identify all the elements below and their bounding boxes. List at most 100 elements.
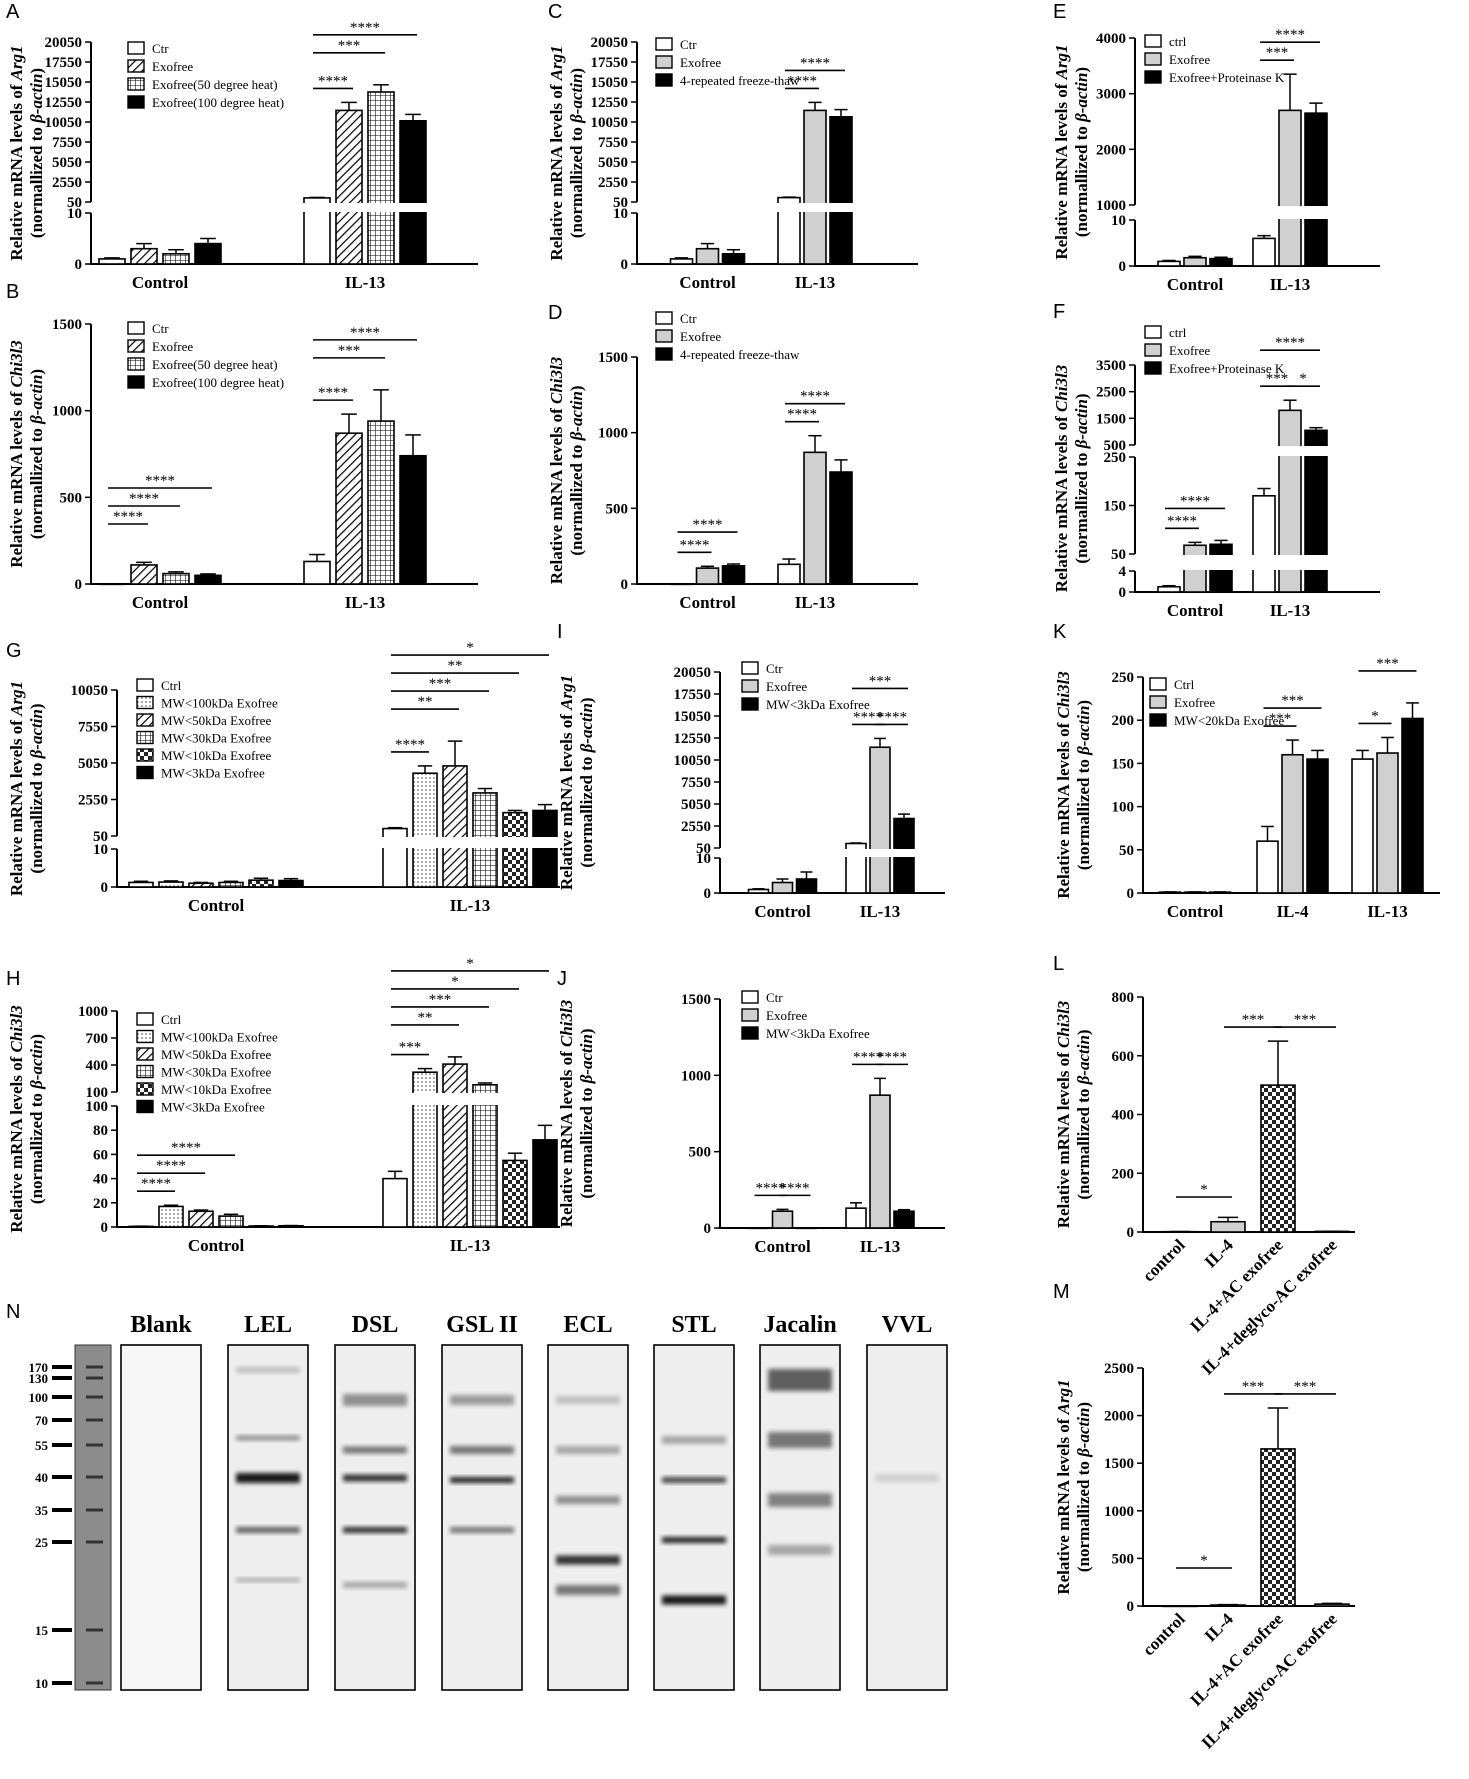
legend-label: MW<50kDa Exofree bbox=[161, 1047, 271, 1062]
bar bbox=[194, 242, 222, 265]
significance-label: *** bbox=[1281, 693, 1304, 709]
legend-swatch bbox=[127, 41, 145, 55]
bar bbox=[1157, 585, 1181, 593]
y-axis-label-2: (normallized to β-actin) bbox=[1072, 393, 1091, 563]
y-label-close: ) bbox=[1072, 67, 1091, 73]
y-label-norm: (normallized to bbox=[567, 123, 586, 238]
significance-label: *** bbox=[338, 343, 361, 359]
bar bbox=[1376, 752, 1399, 894]
axis-break-gap bbox=[1251, 555, 1277, 570]
y-tick-label: 10 bbox=[67, 206, 82, 222]
significance-label: **** bbox=[853, 1049, 883, 1065]
y-tick-label: 200 bbox=[1112, 713, 1135, 729]
bar bbox=[829, 471, 853, 585]
bar bbox=[695, 247, 720, 265]
axis-break-gap bbox=[334, 203, 364, 212]
x-category-label: IL-13 bbox=[345, 593, 386, 612]
bar bbox=[1351, 758, 1374, 894]
protein-band bbox=[768, 1545, 832, 1555]
ladder-mw-label: 10 bbox=[35, 1676, 48, 1691]
axis-break-gap bbox=[1303, 206, 1329, 219]
bar bbox=[1304, 112, 1328, 267]
legend-label: MW<3kDa Exofree bbox=[161, 766, 265, 781]
y-tick-label: 7550 bbox=[78, 720, 108, 736]
y-tick-label: 100 bbox=[86, 1099, 109, 1115]
significance-label: ** bbox=[418, 1010, 433, 1026]
y-label-ref: β-actin bbox=[1072, 73, 1091, 123]
chart-k: K 0 50 100 150 200 250 Relative mRNA levels of … bbox=[1053, 621, 1440, 921]
significance-label: **** bbox=[787, 407, 817, 423]
y-axis-label: Relative mRNA levels of Chi3l3 bbox=[557, 999, 576, 1227]
significance-label: **** bbox=[141, 1176, 171, 1192]
ladder-mw-label: 25 bbox=[35, 1535, 49, 1550]
y-label-text: Relative mRNA levels of bbox=[1052, 79, 1071, 259]
x-category-label: Control bbox=[132, 593, 189, 612]
y-label-gene: Chi3l3 bbox=[547, 356, 566, 404]
bar bbox=[771, 1210, 794, 1229]
y-label-gene: Chi3l3 bbox=[7, 340, 26, 388]
panel-label: H bbox=[6, 968, 20, 990]
y-label-close: ) bbox=[567, 68, 586, 74]
y-tick-label: 1500 bbox=[681, 992, 711, 1008]
legend-swatch bbox=[1144, 52, 1162, 66]
y-label-ref: β-actin bbox=[1072, 399, 1091, 449]
legend-swatch bbox=[655, 347, 673, 361]
protein-band bbox=[662, 1537, 726, 1543]
y-label-close: ) bbox=[27, 68, 46, 74]
y-axis-label-2: (normallized to β-actin) bbox=[567, 68, 586, 238]
significance-label: *** bbox=[338, 38, 361, 54]
y-tick-label: 15050 bbox=[591, 75, 629, 91]
legend-swatch bbox=[1149, 677, 1167, 691]
legend-label: ctrl bbox=[1169, 34, 1187, 49]
y-tick-label: 150 bbox=[1112, 756, 1135, 772]
panel-label: L bbox=[1053, 953, 1064, 975]
x-category-label: IL-4+AC exofree bbox=[1186, 1609, 1287, 1710]
y-label-ref: β-actin bbox=[577, 703, 596, 753]
legend-swatch bbox=[655, 73, 673, 87]
significance-label: * bbox=[1371, 708, 1379, 724]
ladder-mw-label: 35 bbox=[35, 1503, 49, 1518]
protein-band bbox=[556, 1496, 620, 1504]
y-tick-label: 1000 bbox=[52, 404, 82, 420]
bar bbox=[695, 567, 720, 585]
y-label-text: Relative mRNA levels of bbox=[547, 80, 566, 260]
y-tick-label: 0 bbox=[1119, 585, 1127, 601]
y-tick-label: 50 bbox=[1111, 547, 1126, 563]
y-label-norm: (normallized to bbox=[1074, 1457, 1093, 1572]
significance-label: *** bbox=[1269, 711, 1292, 727]
y-label-norm: (normallized to bbox=[1072, 448, 1091, 563]
legend-label: Exofree(100 degree heat) bbox=[152, 95, 284, 110]
y-tick-label: 500 bbox=[60, 490, 83, 506]
y-label-text: Relative mRNA levels of bbox=[7, 716, 26, 896]
bar bbox=[188, 1210, 214, 1228]
axis-break-gap bbox=[1277, 446, 1303, 456]
panel-label: E bbox=[1053, 1, 1066, 23]
y-label-norm: (normallized to bbox=[1074, 755, 1093, 870]
y-label-close: ) bbox=[27, 703, 46, 709]
legend-swatch bbox=[1144, 325, 1162, 339]
bar bbox=[98, 258, 126, 265]
bar bbox=[188, 882, 214, 888]
legend-swatch bbox=[1144, 34, 1162, 48]
y-tick-label: 15050 bbox=[674, 709, 712, 725]
y-label-gene: Arg1 bbox=[7, 681, 26, 717]
y-tick-label: 10 bbox=[93, 842, 108, 858]
y-axis-label-2: (normallized to β-actin) bbox=[1074, 700, 1093, 870]
protein-band bbox=[236, 1367, 300, 1373]
y-tick-label: 400 bbox=[1112, 1108, 1135, 1124]
axis-break-gap bbox=[1303, 446, 1329, 456]
y-tick-label: 10 bbox=[1111, 213, 1126, 229]
protein-band bbox=[556, 1585, 620, 1595]
bar bbox=[1183, 256, 1207, 267]
y-axis-label-2: (normallized to β-actin) bbox=[1074, 1029, 1093, 1199]
x-category-label: control bbox=[1139, 1609, 1189, 1659]
y-axis-label: Relative mRNA levels of Chi3l3 bbox=[1054, 671, 1073, 899]
y-label-norm: (normallized to bbox=[27, 424, 46, 539]
protein-band bbox=[768, 1369, 832, 1391]
bar bbox=[795, 878, 818, 894]
y-tick-label: 2500 bbox=[1096, 385, 1126, 401]
bar bbox=[367, 91, 395, 265]
y-tick-label: 1000 bbox=[681, 1068, 711, 1084]
